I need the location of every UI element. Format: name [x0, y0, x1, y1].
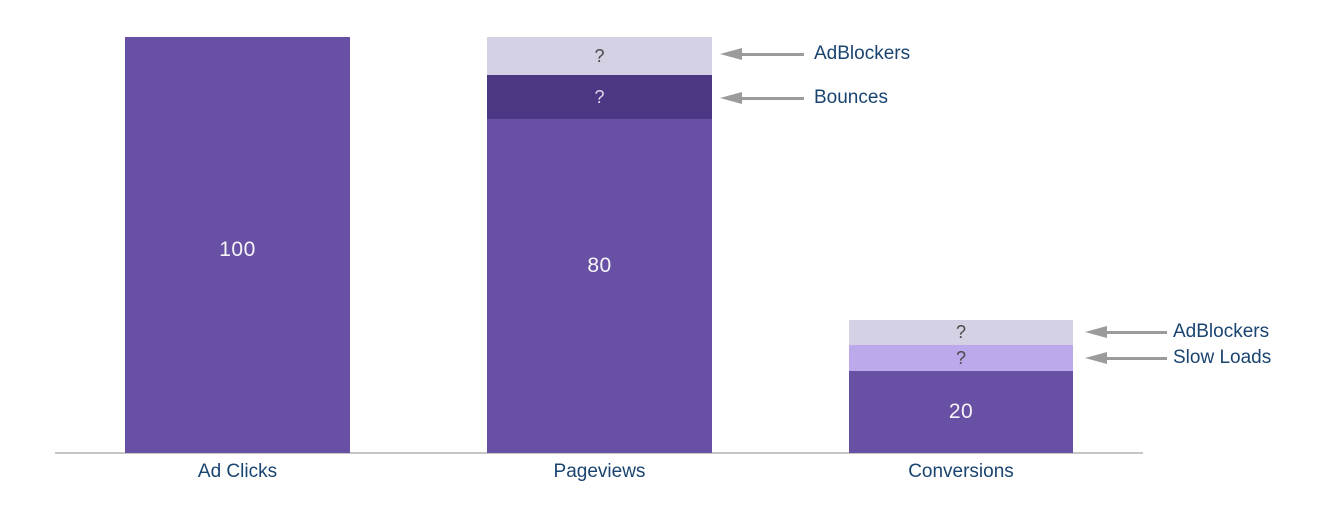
- conversions-slow-loads-segment: ?: [849, 345, 1073, 371]
- annotation-conversions-slow-loads: Slow Loads: [1085, 346, 1271, 370]
- segment-question-label: ?: [594, 45, 605, 66]
- segment-question-label: ?: [955, 322, 966, 342]
- annotation-label: Bounces: [814, 87, 888, 108]
- bar-value-label: 100: [219, 238, 256, 261]
- arrow-line: [742, 96, 804, 100]
- ad-clicks-measured-segment: 100: [125, 37, 350, 453]
- arrow-left-icon: [720, 48, 742, 60]
- annotation-conversions-adblockers: AdBlockers: [1085, 320, 1269, 344]
- segment-question-label: ?: [594, 86, 605, 107]
- pageviews-adblockers-segment: ?: [487, 37, 712, 75]
- pageviews-measured-segment: 80: [487, 119, 712, 453]
- annotation-label: AdBlockers: [814, 43, 911, 64]
- arrow-left-icon: [1085, 352, 1107, 364]
- arrow-left-icon: [720, 92, 742, 104]
- annotation-label: AdBlockers: [1173, 321, 1270, 342]
- conversions-measured-segment: 20: [849, 371, 1073, 453]
- annotation-pageviews-adblockers: AdBlockers: [720, 42, 910, 66]
- arrow-line: [742, 52, 804, 56]
- bar-pageviews: ? ? 80: [487, 37, 712, 453]
- segment-question-label: ?: [955, 347, 966, 368]
- arrow-line: [1107, 330, 1167, 334]
- category-label-ad-clicks: Ad Clicks: [197, 461, 278, 482]
- category-label-pageviews: Pageviews: [553, 461, 646, 482]
- bar-value-label: 20: [948, 400, 974, 423]
- conversions-adblockers-segment: ?: [849, 320, 1073, 345]
- x-axis-line: [55, 452, 1143, 454]
- bar-value-label: 80: [587, 254, 612, 277]
- arrow-left-icon: [1085, 326, 1107, 338]
- bar-ad-clicks: 100: [125, 37, 350, 453]
- category-label-conversions: Conversions: [908, 461, 1014, 482]
- annotation-pageviews-bounces: Bounces: [720, 86, 888, 110]
- bar-conversions: ? ? 20: [849, 320, 1073, 453]
- annotation-label: Slow Loads: [1173, 347, 1272, 368]
- arrow-line: [1107, 356, 1167, 360]
- pageviews-bounces-segment: ?: [487, 75, 712, 119]
